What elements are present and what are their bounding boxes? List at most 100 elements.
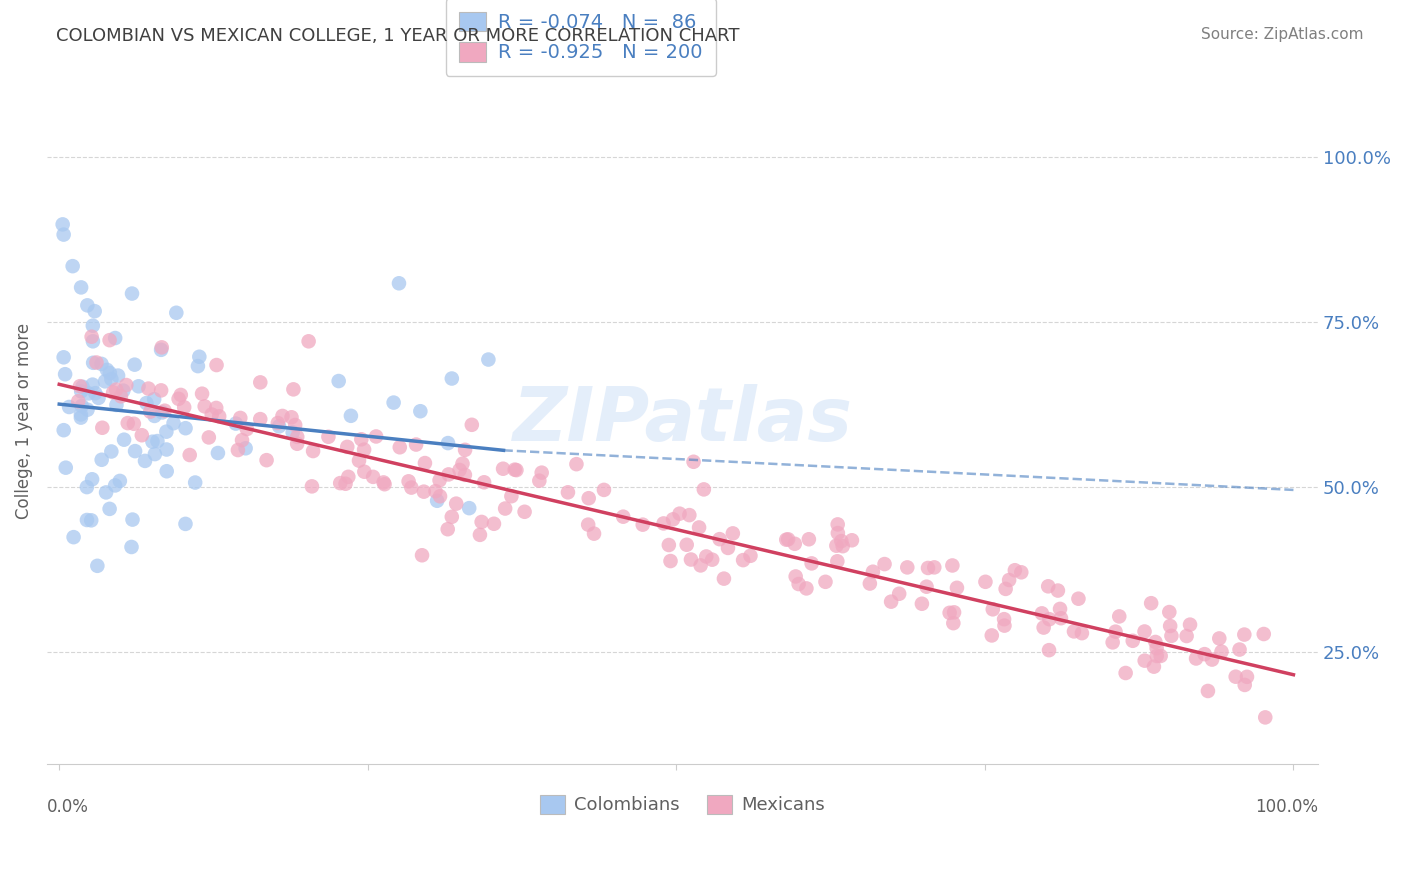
Point xyxy=(461,417,484,432)
Point xyxy=(231,433,253,447)
Point xyxy=(946,581,969,595)
Point xyxy=(993,612,1015,626)
Point xyxy=(859,576,882,591)
Point xyxy=(94,375,117,389)
Point xyxy=(557,485,579,500)
Point xyxy=(388,277,411,291)
Point xyxy=(1038,612,1060,626)
Point xyxy=(1208,632,1230,646)
Point xyxy=(155,442,177,457)
Point xyxy=(335,476,357,491)
Point xyxy=(388,440,411,454)
Point xyxy=(454,442,477,457)
Point xyxy=(800,557,823,571)
Point xyxy=(911,597,934,611)
Point xyxy=(501,489,523,503)
Point xyxy=(398,475,420,489)
Point xyxy=(401,481,423,495)
Point xyxy=(374,477,396,491)
Point xyxy=(170,388,193,402)
Point xyxy=(67,394,90,409)
Point xyxy=(994,582,1017,596)
Point xyxy=(86,558,108,573)
Point xyxy=(76,480,98,494)
Point xyxy=(405,437,427,451)
Point xyxy=(117,416,139,430)
Point xyxy=(350,432,373,446)
Point xyxy=(1229,642,1251,657)
Point xyxy=(194,400,217,414)
Point xyxy=(915,580,938,594)
Point xyxy=(122,417,145,431)
Point xyxy=(513,505,536,519)
Point xyxy=(53,368,76,382)
Point xyxy=(1070,626,1092,640)
Point xyxy=(173,401,195,415)
Point xyxy=(980,628,1002,642)
Point xyxy=(340,409,363,423)
Point xyxy=(150,340,173,354)
Point xyxy=(1225,670,1247,684)
Point xyxy=(436,522,458,536)
Point xyxy=(658,538,681,552)
Point xyxy=(104,331,127,345)
Point xyxy=(336,440,359,454)
Point xyxy=(411,548,433,562)
Point xyxy=(437,436,460,450)
Point xyxy=(112,433,135,447)
Point xyxy=(249,412,271,426)
Point xyxy=(679,552,702,566)
Point xyxy=(695,549,717,564)
Point xyxy=(796,582,818,596)
Point xyxy=(121,540,143,554)
Point xyxy=(444,497,467,511)
Point xyxy=(576,517,599,532)
Point xyxy=(494,501,516,516)
Point xyxy=(76,513,98,527)
Point xyxy=(77,386,100,401)
Point xyxy=(96,363,118,377)
Point xyxy=(492,461,515,475)
Point xyxy=(108,474,131,488)
Point xyxy=(827,526,849,541)
Point xyxy=(70,410,93,425)
Point xyxy=(862,565,884,579)
Point xyxy=(472,475,495,490)
Point xyxy=(82,334,104,349)
Point xyxy=(62,530,84,544)
Point xyxy=(1031,607,1053,621)
Point xyxy=(1122,633,1144,648)
Point xyxy=(353,465,375,479)
Point xyxy=(1050,611,1073,625)
Point xyxy=(298,334,321,349)
Point xyxy=(76,298,98,312)
Point xyxy=(675,538,697,552)
Point xyxy=(889,587,911,601)
Point xyxy=(90,452,112,467)
Point xyxy=(141,434,163,449)
Point xyxy=(76,402,98,417)
Point xyxy=(115,378,138,392)
Point xyxy=(1140,596,1163,610)
Point xyxy=(797,533,820,547)
Point xyxy=(52,423,75,437)
Point xyxy=(1236,670,1258,684)
Point xyxy=(787,577,810,591)
Point xyxy=(124,444,146,458)
Point xyxy=(425,484,447,499)
Point xyxy=(709,532,731,546)
Point xyxy=(678,508,700,522)
Point xyxy=(208,409,231,424)
Point xyxy=(98,501,121,516)
Point xyxy=(1143,659,1166,673)
Point xyxy=(167,392,190,406)
Point xyxy=(1010,566,1032,580)
Point xyxy=(529,474,551,488)
Point xyxy=(69,379,91,393)
Point xyxy=(827,517,849,532)
Point xyxy=(1197,684,1219,698)
Point xyxy=(90,357,112,371)
Point xyxy=(107,368,129,383)
Point xyxy=(205,358,228,372)
Point xyxy=(150,384,173,398)
